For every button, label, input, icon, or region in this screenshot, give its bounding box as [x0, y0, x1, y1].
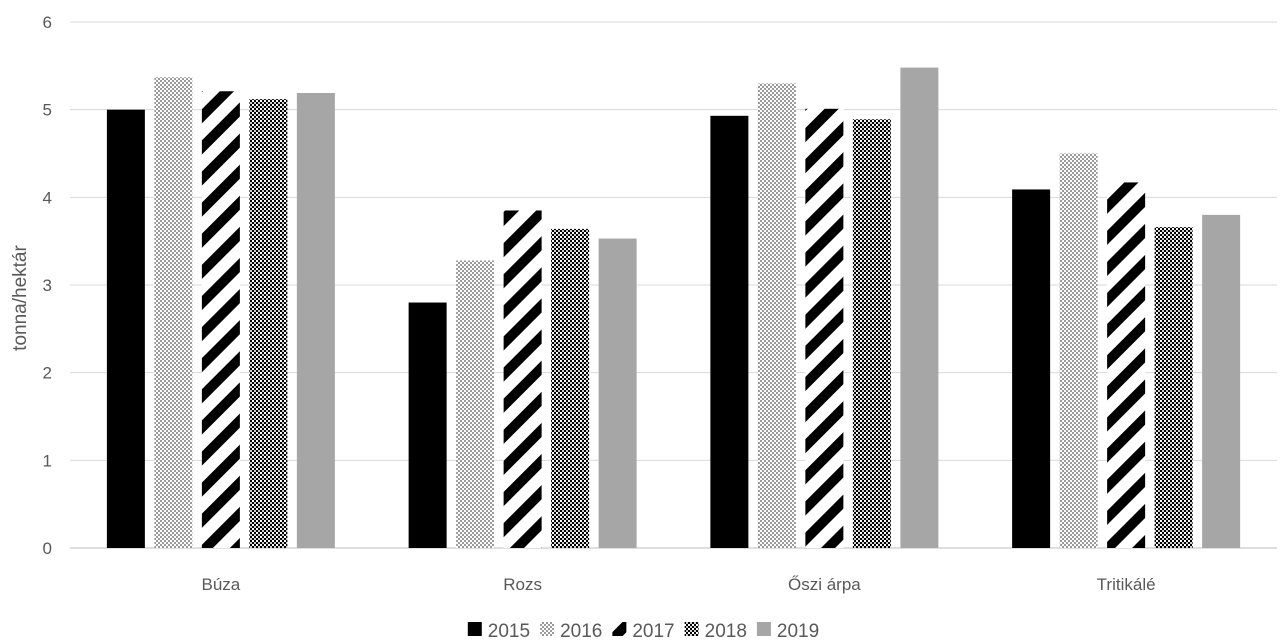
legend-item-2018[interactable]: 2018 [684, 621, 747, 642]
bar-2016 [757, 83, 796, 548]
legend-label: 2019 [777, 621, 819, 642]
legend-swatch [540, 622, 555, 636]
legend[interactable]: 2015 2016 2017 2018 2019 [467, 621, 819, 642]
bar-2016 [456, 260, 495, 548]
bar-2017 [805, 108, 844, 548]
y-tick-label: 4 [43, 188, 52, 207]
legend-item-2019[interactable]: 2019 [756, 621, 819, 642]
legend-item-2016[interactable]: 2016 [540, 621, 602, 642]
y-axis-ticks: 0 1 2 3 4 5 6 [43, 13, 52, 558]
bar-2016 [154, 77, 193, 548]
bar-2019 [598, 238, 637, 548]
legend-item-2015[interactable]: 2015 [467, 621, 530, 642]
bar-2015 [1012, 189, 1051, 548]
x-tick-label: Búza [202, 575, 241, 594]
legend-swatch [756, 622, 771, 636]
bar-2017 [1107, 182, 1146, 548]
bar-2019 [296, 93, 335, 548]
bar-2018 [1154, 227, 1193, 548]
legend-label: 2017 [632, 621, 674, 642]
legend-label: 2015 [488, 621, 530, 642]
bar-2018 [249, 99, 288, 548]
y-axis-label: tonna/hektár [10, 245, 31, 351]
y-tick-label: 0 [43, 539, 52, 558]
bar-2015 [408, 302, 447, 548]
bar-2018 [551, 228, 590, 549]
y-tick-label: 1 [43, 451, 52, 470]
bar-2019 [900, 67, 939, 548]
bar-2019 [1202, 214, 1241, 548]
y-tick-label: 3 [43, 276, 52, 295]
legend-label: 2018 [705, 621, 747, 642]
legend-swatch [684, 622, 699, 636]
bars [106, 67, 1241, 549]
x-axis-ticks: Búza Rozs Őszi árpa Tritikálé [202, 575, 1156, 594]
y-tick-label: 6 [43, 13, 52, 32]
x-tick-label: Tritikálé [1097, 575, 1156, 594]
bar-2015 [106, 109, 145, 549]
legend-swatch [467, 622, 482, 636]
legend-item-2017[interactable]: 2017 [612, 621, 675, 642]
bar-2018 [852, 119, 891, 548]
y-tick-label: 2 [43, 364, 52, 383]
x-tick-label: Rozs [503, 575, 542, 594]
y-tick-label: 5 [43, 101, 52, 120]
bar-2015 [710, 115, 749, 548]
bar-2016 [1059, 153, 1098, 548]
x-tick-label: Őszi árpa [788, 575, 861, 594]
legend-swatch [612, 622, 627, 636]
bar-2017 [201, 91, 240, 549]
legend-label: 2016 [560, 621, 602, 642]
bar-2017 [503, 210, 542, 548]
